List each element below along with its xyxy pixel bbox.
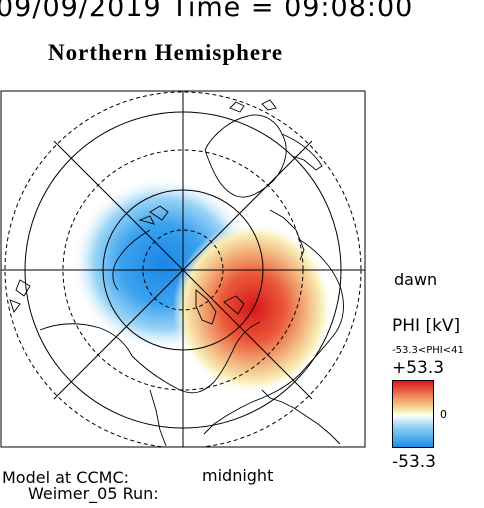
greenland-outline — [204, 114, 287, 198]
colorbar — [392, 380, 434, 448]
canada-coast-north — [281, 133, 323, 171]
meridian-diagonal-2 — [53, 140, 313, 400]
colorbar-max-label: +53.3 — [392, 358, 445, 378]
new-siberian-islands — [195, 289, 217, 325]
east-siberia-coast — [213, 321, 261, 383]
north-america-west-coast — [203, 331, 337, 435]
scandinavia-outline — [112, 229, 151, 291]
run-label: Weimer_05 Run: — [28, 484, 159, 503]
asia-interior-border — [149, 389, 167, 447]
wrangel-island — [223, 295, 245, 315]
europe-north-coast — [39, 323, 133, 357]
dawn-label: dawn — [394, 270, 438, 289]
colorbar-title: PHI [kV] — [392, 316, 461, 336]
plot-title: Northern Hemisphere — [48, 40, 284, 65]
graticule — [1, 91, 365, 447]
hudson-bay-coast — [269, 209, 305, 261]
model-label: Model at CCMC: — [2, 468, 129, 487]
north-america-east — [299, 239, 344, 333]
siberia-coast — [131, 355, 215, 394]
svalbard — [138, 205, 169, 225]
polar-potential-map — [0, 90, 366, 448]
colorbar-gradient — [392, 380, 434, 448]
colorbar-range: -53.3<PHI<41 — [392, 345, 464, 356]
midnight-label: midnight — [202, 466, 274, 485]
coastlines — [9, 99, 344, 447]
date-time-header: 09/09/2019 Time = 09:08:00 — [0, 0, 414, 23]
british-isles — [9, 279, 31, 313]
colorbar-min-label: -53.3 — [392, 452, 436, 472]
arctic-islands — [229, 99, 277, 113]
aleutian-arc — [261, 389, 341, 445]
colorbar-zero-label: 0 — [440, 408, 447, 421]
